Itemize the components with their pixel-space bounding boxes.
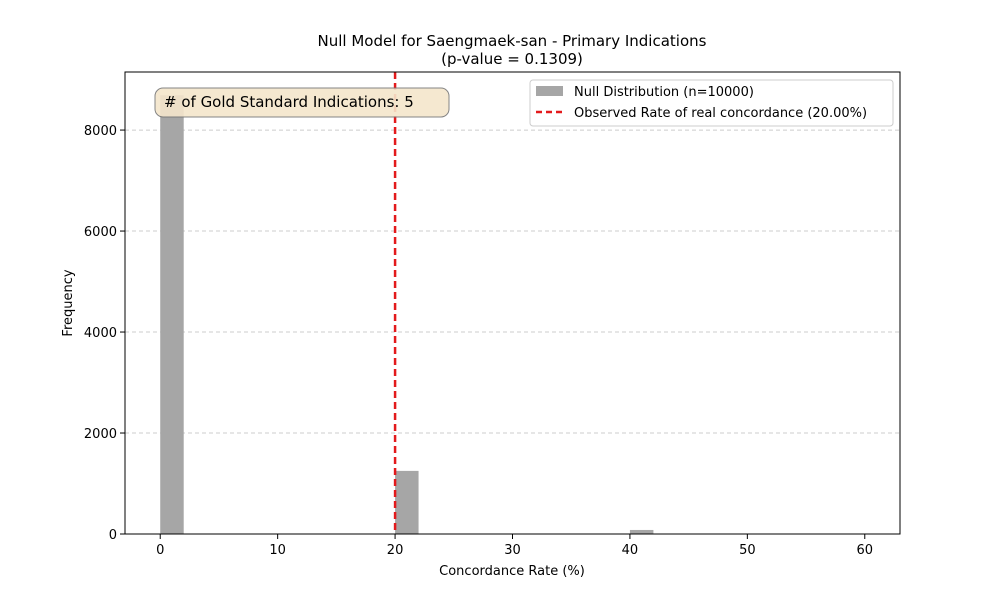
x-tick-label-30: 30 <box>504 543 521 558</box>
x-tick-label-50: 50 <box>739 543 756 558</box>
legend-box <box>529 79 894 127</box>
histogram-bar-2 <box>629 529 654 534</box>
chart-subtitle: (p-value = 0.1309) <box>441 50 583 68</box>
legend-null-distribution-swatch <box>536 86 563 96</box>
y-tick-label-0: 0 <box>109 528 117 543</box>
y-tick-label-2000: 2000 <box>84 427 117 442</box>
y-tick-label-8000: 8000 <box>84 124 117 139</box>
x-tick-label-20: 20 <box>387 543 404 558</box>
annotation-background <box>154 87 450 118</box>
x-tick-label-10: 10 <box>269 543 286 558</box>
y-axis-ticks: 0 2000 4000 6000 8000 <box>84 124 125 543</box>
legend-observed-rate-label: Observed Rate of real concordance (20.00… <box>574 106 867 121</box>
x-tick-label-40: 40 <box>622 543 639 558</box>
histogram-bar-0 <box>160 95 184 534</box>
annotation-text: # of Gold Standard Indications: 5 <box>164 93 414 111</box>
annotation-box: # of Gold Standard Indications: 5 <box>154 87 450 118</box>
legend: Null Distribution (n=10000) Observed Rat… <box>529 79 894 127</box>
chart-title: Null Model for Saengmaek-san - Primary I… <box>318 32 707 50</box>
y-tick-label-6000: 6000 <box>84 225 117 240</box>
x-tick-label-60: 60 <box>856 543 873 558</box>
x-axis-label: Concordance Rate (%) <box>439 564 585 579</box>
y-axis-label: Frequency <box>61 269 76 336</box>
y-tick-label-4000: 4000 <box>84 326 117 341</box>
legend-null-distribution-label: Null Distribution (n=10000) <box>574 85 754 100</box>
histogram-bars <box>160 95 654 534</box>
x-tick-label-0: 0 <box>156 543 164 558</box>
x-axis-ticks: 0 10 20 30 40 50 60 <box>156 534 873 558</box>
histogram-bar-1 <box>395 470 419 534</box>
